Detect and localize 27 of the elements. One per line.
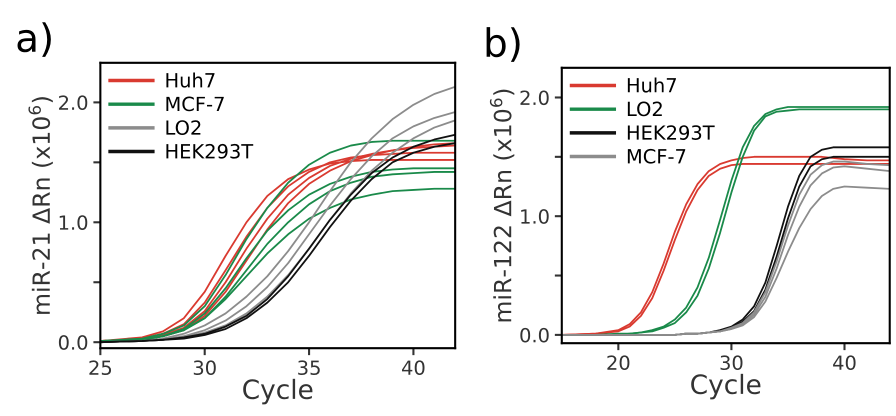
chart-title: b): [486, 27, 520, 62]
legend-label: MCF-7: [628, 148, 686, 164]
x-tick-label: 30: [720, 355, 742, 370]
legend-label: MCF-7: [166, 96, 224, 112]
legend-label: LO2: [628, 102, 662, 116]
x-tick-label: 20: [607, 355, 630, 370]
y-tick-label: 0.0: [520, 328, 549, 343]
y-axis-title: miR-122 ΔRn (x10$^{6}$): [490, 90, 514, 322]
y-tick-label: 2.0: [59, 95, 88, 110]
x-tick-label: 30: [194, 360, 216, 376]
y-axis-title: miR-21 ΔRn (x10$^{6}$): [28, 97, 53, 314]
y-tick-label: 1.0: [60, 215, 88, 230]
x-axis-title: Cycle: [243, 378, 312, 404]
legend-label: LO2: [166, 120, 200, 135]
x-tick-label: 35: [298, 360, 320, 376]
y-tick-label: 2.0: [520, 90, 549, 106]
y-tick-label: 0.0: [58, 335, 88, 350]
x-tick-label: 40: [402, 360, 425, 376]
x-axis-title: Cycle: [691, 374, 760, 400]
x-tick-label: 25: [89, 360, 112, 376]
x-tick-label: 40: [833, 355, 856, 370]
legend-label: HEK293T: [628, 125, 715, 140]
legend-label: Huh7: [628, 78, 676, 93]
legend-label: Huh7: [166, 72, 214, 88]
legend-label: HEK293T: [166, 144, 254, 159]
chart-title: a): [18, 22, 51, 57]
y-tick-label: 1.0: [521, 209, 549, 224]
